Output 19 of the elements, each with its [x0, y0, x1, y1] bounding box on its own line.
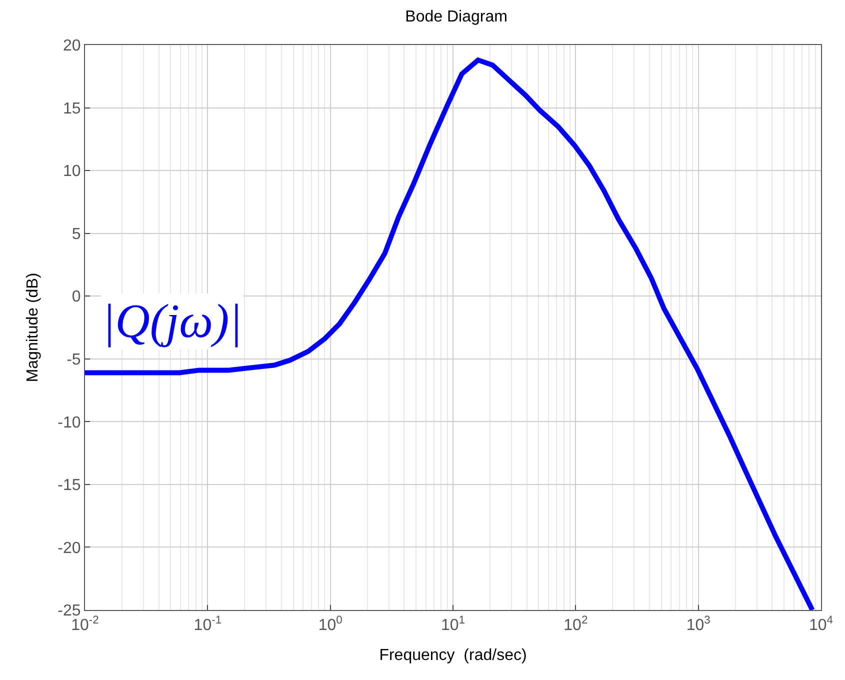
y-tick-label: 0: [72, 288, 81, 306]
y-tick-label: 10: [63, 163, 81, 180]
y-axis-title: Magnitude (dB): [24, 272, 42, 382]
y-tick-label: -15: [58, 477, 81, 494]
y-tick-label: 15: [63, 100, 81, 118]
x-tick-label: 10$^{2}$: [564, 614, 588, 634]
x-tick-label: 10$^{1}$: [440, 614, 466, 634]
x-axis-title: Frequency (rad/sec): [379, 646, 527, 664]
y-tick-label: 5: [72, 226, 81, 243]
x-tick-label: 10$^{4}$: [808, 614, 834, 634]
y-tick-label: -5: [66, 351, 81, 368]
y-tick-label: -20: [58, 540, 81, 557]
annotation: |Q(jω)|: [102, 295, 242, 348]
x-tick-label: 10$^{3}$: [686, 614, 710, 634]
x-tick-label: 10$^{0}$: [318, 614, 342, 634]
y-tick-label: -10: [58, 414, 81, 432]
y-tick-label: 20: [63, 38, 81, 55]
chart-title: Bode Diagram: [405, 8, 508, 26]
x-tick-label: 10$^{-1}$: [194, 614, 222, 634]
